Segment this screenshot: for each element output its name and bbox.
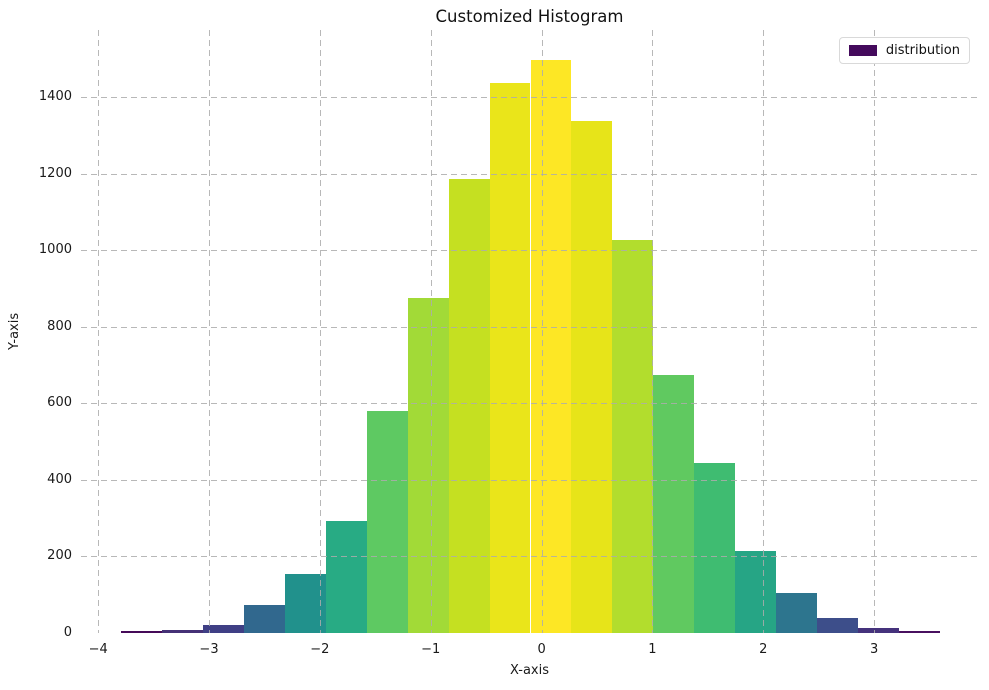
gridline-vertical bbox=[319, 30, 321, 633]
legend: distribution bbox=[838, 37, 970, 64]
y-tick-label: 1200 bbox=[38, 165, 72, 181]
gridline-vertical bbox=[98, 30, 100, 633]
histogram-bar bbox=[162, 629, 204, 633]
histogram-bar bbox=[325, 520, 367, 633]
histogram-bar bbox=[121, 631, 163, 633]
gridline-horizontal bbox=[81, 250, 978, 252]
x-tick-label: 1 bbox=[648, 642, 657, 657]
histogram-bar bbox=[489, 83, 531, 633]
histogram-bar bbox=[735, 551, 776, 633]
y-tick-label: 1400 bbox=[38, 89, 72, 104]
gridline-horizontal bbox=[81, 173, 978, 175]
histogram-bar bbox=[857, 628, 899, 633]
x-tick-label: −1 bbox=[421, 642, 441, 657]
histogram-bar bbox=[898, 630, 940, 633]
gridline-vertical bbox=[430, 30, 432, 633]
x-tick-label: 0 bbox=[537, 642, 546, 657]
histogram-bar bbox=[203, 624, 245, 633]
gridline-horizontal bbox=[81, 403, 978, 405]
gridline-horizontal bbox=[81, 97, 978, 98]
histogram-bar bbox=[571, 120, 613, 633]
histogram-bar bbox=[612, 239, 654, 633]
x-axis-label: X-axis bbox=[510, 663, 549, 678]
x-tick-label: 3 bbox=[869, 642, 879, 657]
gridline-horizontal bbox=[81, 556, 978, 558]
gridline-vertical bbox=[763, 30, 765, 633]
y-tick-label: 0 bbox=[63, 625, 72, 640]
gridline-vertical bbox=[541, 30, 543, 633]
gridline-vertical bbox=[209, 30, 211, 633]
histogram-bar bbox=[448, 179, 490, 633]
histogram-bar bbox=[775, 592, 817, 633]
y-tick-label: 400 bbox=[47, 471, 72, 487]
gridline-horizontal bbox=[81, 326, 978, 328]
y-tick-label: 600 bbox=[47, 395, 72, 411]
histogram-bar bbox=[285, 573, 326, 633]
plot-area: distribution bbox=[81, 30, 978, 633]
x-tick-label: −4 bbox=[88, 642, 108, 657]
histogram-bar bbox=[407, 298, 449, 633]
x-tick-label: −3 bbox=[199, 642, 219, 657]
gridline-vertical bbox=[874, 30, 876, 633]
legend-label: distribution bbox=[885, 43, 960, 58]
y-axis-label: Y-axis bbox=[7, 312, 22, 351]
gridline-vertical bbox=[652, 30, 654, 633]
histogram-bar bbox=[816, 618, 858, 633]
histogram-bar bbox=[366, 410, 408, 633]
gridline-horizontal bbox=[81, 479, 978, 481]
histogram-bar bbox=[530, 59, 572, 633]
histogram-bar bbox=[694, 462, 735, 633]
x-tick-label: −2 bbox=[310, 642, 330, 657]
histogram-bar bbox=[653, 374, 695, 633]
histogram-bar bbox=[244, 605, 286, 633]
chart-title: Customized Histogram bbox=[435, 7, 624, 26]
legend-swatch bbox=[848, 45, 877, 56]
y-tick-label: 800 bbox=[47, 318, 72, 334]
x-tick-label: 2 bbox=[759, 642, 768, 657]
y-tick-label: 1000 bbox=[38, 242, 72, 258]
y-tick-label: 200 bbox=[47, 548, 72, 564]
